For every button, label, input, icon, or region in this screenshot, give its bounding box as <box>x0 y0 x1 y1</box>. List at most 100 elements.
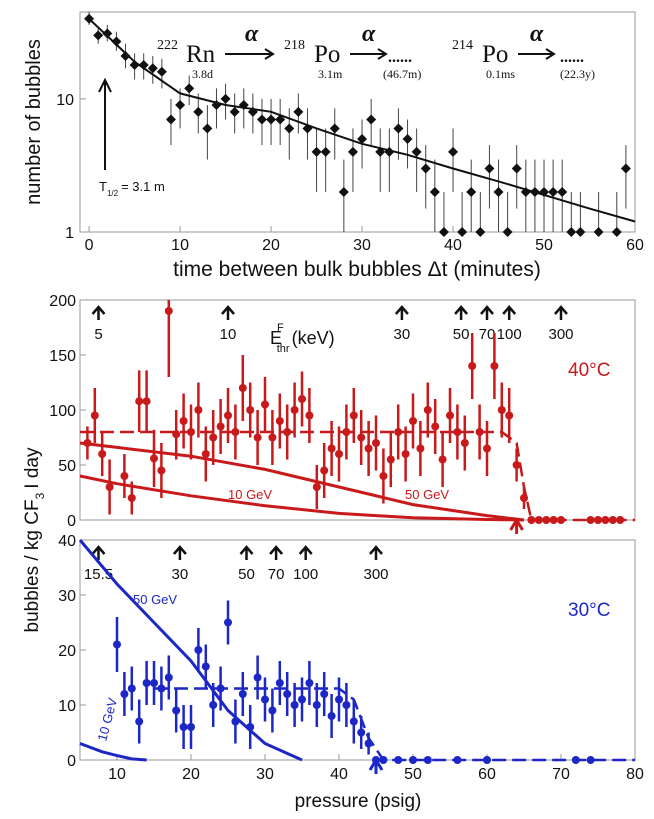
c40-point <box>490 362 499 370</box>
decay-point <box>293 106 304 117</box>
decay-point <box>111 36 122 47</box>
c40-point <box>549 516 558 524</box>
c30-point <box>364 739 373 748</box>
c40-point <box>342 428 351 436</box>
c30-threshold-arrowhead <box>298 545 313 555</box>
c40-curve-label-50gev: 50 GeV <box>405 487 449 502</box>
c40-point <box>357 433 366 442</box>
chain-mass-3: 214 <box>452 38 473 53</box>
c30-curve-50gev <box>78 539 303 762</box>
c30-point <box>187 723 195 731</box>
c40-point <box>98 450 107 458</box>
c30-point <box>335 695 343 704</box>
c40-point <box>394 428 403 436</box>
c30-xtick-label: 80 <box>626 766 644 783</box>
c40-threshold-label: EF thr(keV) <box>270 322 335 355</box>
decay-xtick-label: 10 <box>171 237 189 254</box>
decay-xtick-label: 50 <box>535 237 553 254</box>
c30-threshold-arrowhead <box>172 545 187 555</box>
c30-point <box>483 756 491 764</box>
c40-point <box>327 444 336 453</box>
c30-point <box>571 756 580 764</box>
c40-point <box>335 450 343 458</box>
c30-threshold-label: 300 <box>363 566 388 583</box>
c40-threshold-arrowhead <box>554 305 568 315</box>
decay-point <box>229 106 240 117</box>
decay-point <box>175 100 186 111</box>
c40-threshold-label: 300 <box>548 326 573 343</box>
decay-point <box>347 146 358 157</box>
c40-step-line <box>80 430 635 522</box>
c30-point <box>305 679 314 687</box>
c40-point <box>172 430 181 439</box>
c40-ytick-label: 150 <box>49 348 76 365</box>
chain-mass-2: 218 <box>284 38 305 53</box>
chain-arrow-label-2: α <box>362 21 376 47</box>
c30-marker-arrowhead <box>368 757 384 771</box>
decay-frame <box>79 11 636 233</box>
decay-point <box>575 227 586 237</box>
c40-point <box>586 516 595 524</box>
decay-fit-line <box>88 18 636 223</box>
decay-point <box>566 227 577 237</box>
c30-point <box>194 646 203 654</box>
c30-point <box>298 695 306 704</box>
c30-point <box>209 701 218 709</box>
c40-point <box>224 411 232 420</box>
c40-threshold-arrowhead <box>221 305 235 315</box>
decay-point <box>120 51 131 62</box>
decay-point <box>548 186 559 197</box>
chain-dots-2: ...... <box>560 49 584 66</box>
c40-point <box>438 455 447 464</box>
c40-point <box>179 417 188 425</box>
chain-arrow-label-1: α <box>245 21 259 47</box>
c40-threshold-arrowhead <box>91 305 106 315</box>
c40-point <box>542 516 551 524</box>
c40-ytick-label: 100 <box>49 403 76 420</box>
decay-point <box>165 114 176 125</box>
decay-ytick-label: 1 <box>65 225 74 242</box>
c40-point <box>120 472 129 480</box>
c30-point <box>246 723 255 731</box>
decay-point <box>484 163 495 174</box>
decay-chain: 222 Rn 3.8d α 218 Po 3.1m α ...... (46.7… <box>157 21 595 81</box>
c40-threshold-arrowhead <box>480 305 494 315</box>
c40-point <box>142 397 151 406</box>
c40-point <box>409 417 417 425</box>
decay-point <box>620 163 631 174</box>
c30-point <box>409 756 417 764</box>
c40-ytick-label: 200 <box>49 293 76 310</box>
c40-threshold-label: 100 <box>497 326 522 343</box>
c40-point <box>386 455 395 464</box>
c40-point <box>512 461 521 469</box>
c40-point <box>298 395 306 403</box>
c30-label: 30°C <box>568 600 610 621</box>
decay-point <box>366 114 377 125</box>
c40-point <box>283 428 292 436</box>
c30-point <box>164 673 173 682</box>
c30-point <box>268 706 277 715</box>
c40-point <box>557 516 565 524</box>
c40-point <box>416 444 425 453</box>
decay-xtick-label: 30 <box>353 237 371 254</box>
decay-point <box>475 227 486 237</box>
chain-symbol-1: Rn <box>186 41 216 68</box>
c40-threshold-label: 70 <box>479 326 496 343</box>
c40-point <box>423 406 432 414</box>
c30-point <box>394 756 403 764</box>
c30-xtick-label: 50 <box>404 766 422 783</box>
c30-point <box>127 684 136 693</box>
decay-point <box>593 227 604 237</box>
decay-xtick-label: 0 <box>85 237 94 254</box>
c30-xlabel: pressure (psig) <box>295 791 422 812</box>
c30-point <box>172 706 181 715</box>
decay-point <box>202 123 213 134</box>
c30-step-line <box>154 687 635 762</box>
c30-xtick-label: 60 <box>478 766 496 783</box>
c40-ytick-label: 50 <box>58 458 76 475</box>
decay-point <box>156 66 167 77</box>
decay-point <box>357 133 368 144</box>
decay-point <box>402 133 413 144</box>
c40-point <box>253 433 262 442</box>
decay-point <box>557 186 568 197</box>
